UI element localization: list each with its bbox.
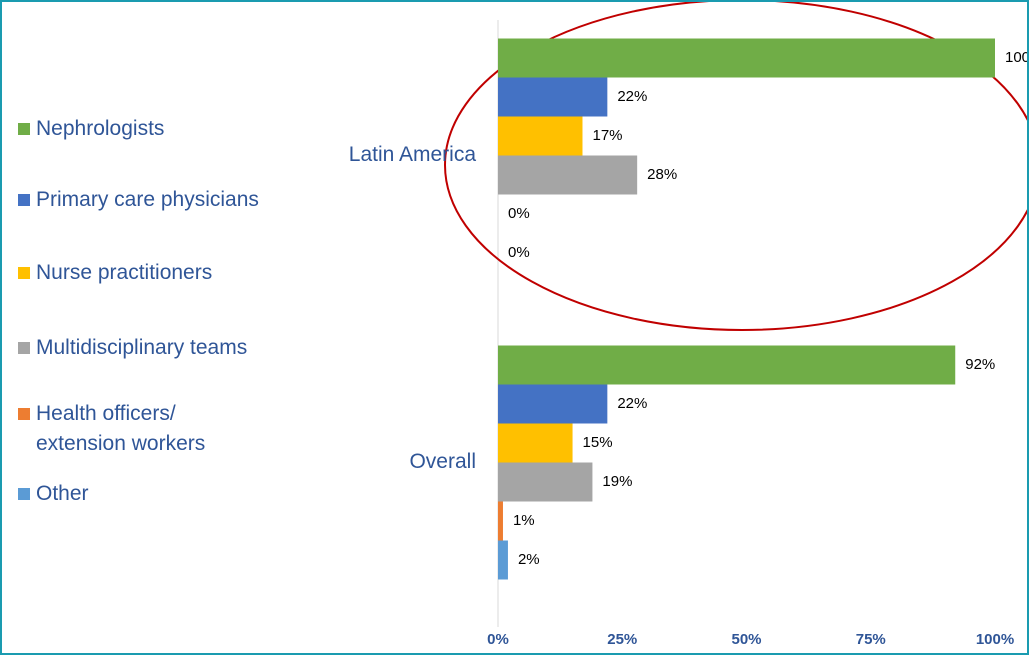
value-label: 0%: [508, 205, 530, 222]
value-label: 92%: [965, 356, 995, 373]
bar: [498, 462, 593, 502]
legend-item: Other: [18, 479, 338, 509]
value-label: 17%: [592, 127, 622, 144]
x-tick-label: 75%: [856, 631, 886, 648]
legend-item: Nurse practitioners: [18, 258, 338, 288]
bar: [498, 38, 995, 78]
bar: [498, 155, 638, 195]
value-label: 22%: [617, 88, 647, 105]
legend-label: Primary care physicians: [36, 188, 259, 211]
value-label: 19%: [602, 473, 632, 490]
legend-swatch: [18, 408, 30, 420]
x-tick-label: 100%: [976, 631, 1014, 648]
legend-label: Multidisciplinary teams: [36, 336, 248, 359]
value-label: 0%: [508, 244, 530, 261]
value-label: 22%: [617, 395, 647, 412]
bar: [498, 384, 608, 424]
value-label: 1%: [513, 512, 535, 529]
legend-item: Nephrologists: [18, 114, 338, 144]
x-tick-label: 0%: [487, 631, 509, 648]
legend-label: Health officers/ extension workers: [36, 402, 206, 455]
legend-item: Multidisciplinary teams: [18, 333, 338, 363]
legend-swatch: [18, 123, 30, 135]
legend-swatch: [18, 194, 30, 206]
category-label: Latin America: [349, 143, 477, 166]
legend-label: Nephrologists: [36, 117, 165, 140]
value-label: 2%: [518, 551, 540, 568]
highlight-ellipse: [444, 2, 1027, 331]
bar: [498, 423, 573, 463]
bar: [498, 116, 583, 156]
legend-swatch: [18, 342, 30, 354]
value-label: 28%: [647, 166, 677, 183]
value-label: 15%: [583, 434, 613, 451]
x-tick-label: 50%: [731, 631, 761, 648]
value-label: 100%: [1005, 49, 1027, 66]
bar: [498, 345, 956, 385]
legend-item: Health officers/ extension workers: [18, 399, 338, 459]
legend-label: Nurse practitioners: [36, 261, 213, 284]
legend-label: Other: [36, 482, 89, 505]
legend-swatch: [18, 488, 30, 500]
bar: [498, 501, 503, 541]
category-label: Overall: [409, 450, 476, 473]
bar: [498, 77, 608, 117]
bar: [498, 540, 508, 580]
legend-item: Primary care physicians: [18, 185, 338, 215]
x-tick-label: 25%: [607, 631, 637, 648]
legend-swatch: [18, 267, 30, 279]
